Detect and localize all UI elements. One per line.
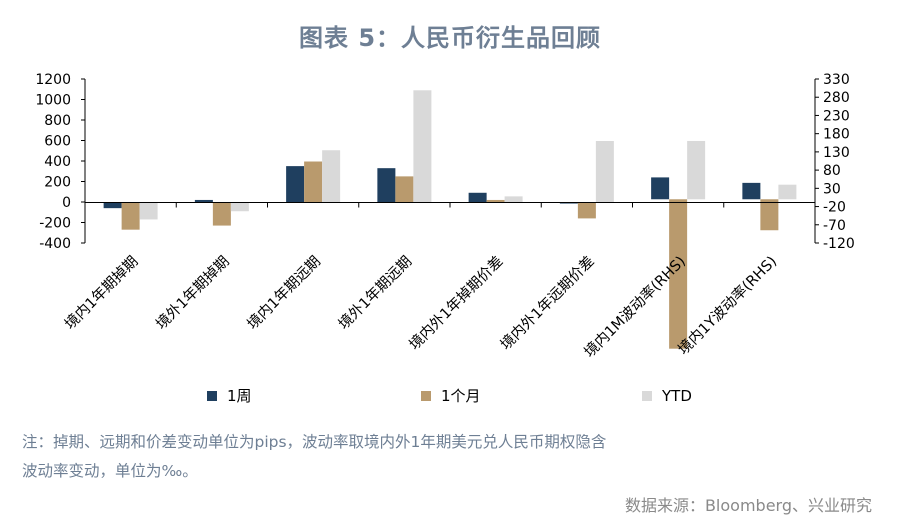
x-category-label: 境内1年期掉期 — [61, 252, 142, 333]
bar-1-4 — [377, 168, 396, 202]
y-right-tick-label: 230 — [823, 108, 850, 124]
y-right-tick-label: 80 — [823, 163, 841, 179]
chart-note: 注：掉期、远期和价差变动单位为pips，波动率取境内外1年期美元兑人民币期权隐含… — [22, 428, 722, 486]
legend-swatch-1 — [207, 391, 217, 401]
bar-3-1 — [139, 202, 158, 220]
y-right-tick-label: -120 — [823, 236, 855, 252]
bar-2-8 — [760, 199, 779, 231]
bar-chart: -400 -200 0 200 400 600 800 1000 1200 -120 -70 -20 3… — [35, 72, 854, 405]
bar-2-4 — [395, 176, 414, 202]
legend-label-1: 1周 — [227, 387, 252, 405]
bar-3-6 — [595, 141, 614, 202]
legend-label-3: YTD — [661, 387, 692, 405]
bar-1-8 — [742, 182, 761, 200]
y-right-tick-label: 180 — [823, 127, 850, 143]
y-left-tick-label: -200 — [39, 216, 71, 232]
legend-swatch-2 — [421, 391, 431, 401]
y-right-tick-label: 330 — [823, 72, 850, 88]
y-left-tick-label: -400 — [39, 236, 71, 252]
bar-3-8 — [778, 184, 797, 200]
y-right-tick-label: -20 — [823, 200, 846, 216]
x-category-label: 境内外1年掉期价差 — [405, 252, 506, 353]
bar-3-2 — [230, 202, 249, 212]
bar-1-1 — [103, 202, 122, 209]
bars-layer — [103, 90, 797, 349]
bar-3-4 — [413, 90, 432, 202]
x-category-label: 境外1年期远期 — [334, 252, 415, 333]
bar-3-7 — [687, 140, 706, 200]
bar-2-3 — [304, 161, 323, 202]
y-left-tick-label: 1200 — [35, 72, 71, 88]
chart-title: 图表 5：人民币衍生品回顾 — [298, 24, 602, 52]
y-right-tick-label: 30 — [823, 181, 841, 197]
bar-2-2 — [212, 202, 231, 226]
bar-1-2 — [194, 199, 213, 202]
bar-2-1 — [121, 202, 140, 230]
y-left-tick-label: 600 — [44, 134, 71, 150]
note-line-2: 波动率变动，单位为‰。 — [22, 462, 198, 480]
bar-1-3 — [286, 166, 305, 202]
y-right-tick-label: 280 — [823, 90, 850, 106]
legend: 1周 1个月 YTD — [207, 387, 692, 405]
x-category-label: 境内1年期远期 — [243, 252, 324, 333]
y-right-tick-label: -70 — [823, 218, 846, 234]
bar-1-5 — [468, 192, 487, 202]
legend-swatch-3 — [642, 391, 652, 401]
bar-1-7 — [651, 177, 670, 200]
bar-3-3 — [322, 150, 341, 202]
y-left-tick-label: 0 — [62, 195, 71, 211]
axes-layer: -400 -200 0 200 400 600 800 1000 1200 -120 -70 -20 3… — [35, 72, 854, 361]
x-category-label: 境内1Y波动率(RHS) — [674, 252, 780, 358]
note-line-1: 注：掉期、远期和价差变动单位为pips，波动率取境内外1年期美元兑人民币期权隐含 — [22, 433, 607, 451]
y-left-tick-label: 200 — [44, 175, 71, 191]
y-right-tick-label: 130 — [823, 145, 850, 161]
data-source: 数据来源：Bloomberg、兴业研究 — [624, 496, 872, 515]
x-category-label: 境外1年期掉期 — [152, 252, 233, 333]
y-left-tick-label: 800 — [44, 113, 71, 129]
x-category-label: 境内外1年远期价差 — [496, 252, 597, 353]
bar-2-6 — [577, 202, 596, 219]
legend-label-2: 1个月 — [441, 387, 481, 405]
bar-3-5 — [504, 196, 523, 202]
bar-2-7 — [669, 199, 688, 349]
y-left-tick-label: 1000 — [35, 93, 71, 109]
y-left-tick-label: 400 — [44, 154, 71, 170]
bar-2-5 — [486, 199, 505, 202]
